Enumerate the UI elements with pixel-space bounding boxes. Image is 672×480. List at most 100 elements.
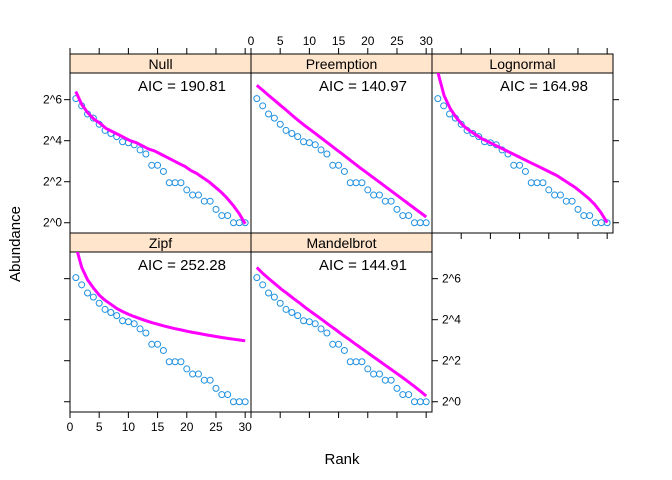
data-point — [422, 219, 430, 227]
data-point — [206, 376, 214, 384]
data-point — [393, 384, 401, 392]
x-tick-label: 15 — [151, 420, 165, 434]
data-point — [224, 391, 232, 399]
observed-points — [434, 95, 611, 227]
data-point — [405, 391, 413, 399]
data-point — [323, 150, 331, 158]
fit-curve — [436, 73, 609, 224]
data-point — [282, 126, 290, 134]
data-point — [177, 179, 185, 187]
y-tick-label: 2^6 — [442, 272, 461, 286]
data-point — [253, 274, 261, 282]
data-point — [78, 281, 86, 289]
x-axis-top-preemption: 0 5 10 15 20 25 30 — [248, 34, 433, 54]
data-point — [591, 219, 599, 227]
data-point — [335, 340, 343, 348]
x-tick-label: 10 — [303, 34, 317, 48]
data-point — [136, 325, 144, 333]
y-tick-label: 2^0 — [43, 216, 62, 230]
strip-label: Lognormal — [489, 56, 555, 72]
data-point — [317, 146, 325, 154]
data-point — [101, 305, 109, 313]
data-point — [282, 305, 290, 313]
data-point — [194, 191, 202, 199]
data-point — [317, 325, 325, 333]
data-point — [300, 317, 308, 325]
data-point — [177, 358, 185, 366]
data-point — [375, 191, 383, 199]
strip-label: Null — [148, 56, 172, 72]
aic-label: AIC = 190.81 — [138, 78, 226, 95]
data-point — [539, 179, 547, 187]
x-tick-label: 20 — [180, 420, 194, 434]
y-tick-label: 2^4 — [442, 313, 461, 327]
data-point — [265, 110, 273, 118]
data-point — [527, 179, 535, 187]
data-point — [305, 139, 313, 147]
data-point — [305, 318, 313, 326]
data-point — [545, 186, 553, 194]
data-point — [241, 398, 249, 406]
data-point — [597, 219, 605, 227]
data-point — [206, 197, 214, 205]
y-tick-label: 2^2 — [442, 354, 461, 368]
data-point — [154, 161, 162, 169]
data-point — [370, 370, 378, 378]
x-axis-title: Rank — [324, 451, 360, 468]
data-point — [276, 299, 284, 307]
data-point — [364, 186, 372, 194]
data-point — [416, 219, 424, 227]
data-point — [253, 95, 261, 103]
data-point — [113, 312, 121, 320]
data-point — [136, 146, 144, 154]
panel-null: Null AIC = 190.81 — [69, 53, 252, 234]
aic-label: AIC = 144.91 — [319, 257, 407, 274]
data-point — [387, 376, 395, 384]
strip-label: Mandelbrot — [306, 235, 376, 251]
panel-lognormal: Lognormal AIC = 164.98 — [431, 53, 614, 234]
data-point — [183, 365, 191, 373]
data-point — [124, 318, 132, 326]
data-point — [183, 186, 191, 194]
data-point — [475, 133, 483, 141]
data-point — [410, 219, 418, 227]
data-point — [171, 179, 179, 187]
data-point — [200, 376, 208, 384]
data-point — [586, 212, 594, 220]
data-point — [148, 161, 156, 169]
data-point — [335, 161, 343, 169]
x-tick-label: 0 — [248, 34, 255, 48]
data-point — [235, 219, 243, 227]
data-point — [580, 212, 588, 220]
aic-label: AIC = 164.98 — [500, 78, 588, 95]
data-point — [329, 161, 337, 169]
data-point — [381, 376, 389, 384]
data-point — [521, 167, 529, 175]
data-point — [364, 365, 372, 373]
data-point — [358, 179, 366, 187]
data-point — [148, 340, 156, 348]
x-axis-top-null — [69, 48, 246, 54]
data-point — [200, 197, 208, 205]
data-point — [323, 329, 331, 337]
data-point — [352, 179, 360, 187]
data-point — [159, 346, 167, 354]
data-point — [346, 179, 354, 187]
data-point — [142, 329, 150, 337]
data-point — [533, 179, 541, 187]
y-axis-left-top: 2^0 2^2 2^4 2^6 — [43, 93, 70, 230]
aic-label: AIC = 252.28 — [138, 257, 226, 274]
data-point — [241, 219, 249, 227]
data-point — [352, 358, 360, 366]
data-point — [194, 370, 202, 378]
data-point — [89, 114, 97, 122]
axes-layer: 0 5 10 15 20 25 300 5 10 15 20 25 302^02^22^42^62^02… — [43, 34, 619, 434]
data-point — [340, 346, 348, 354]
data-point — [270, 293, 278, 301]
strip-label: Preemption — [306, 56, 378, 72]
data-point — [89, 293, 97, 301]
data-point — [224, 212, 232, 220]
data-point — [189, 191, 197, 199]
data-point — [218, 212, 226, 220]
fit-curve — [255, 266, 428, 398]
